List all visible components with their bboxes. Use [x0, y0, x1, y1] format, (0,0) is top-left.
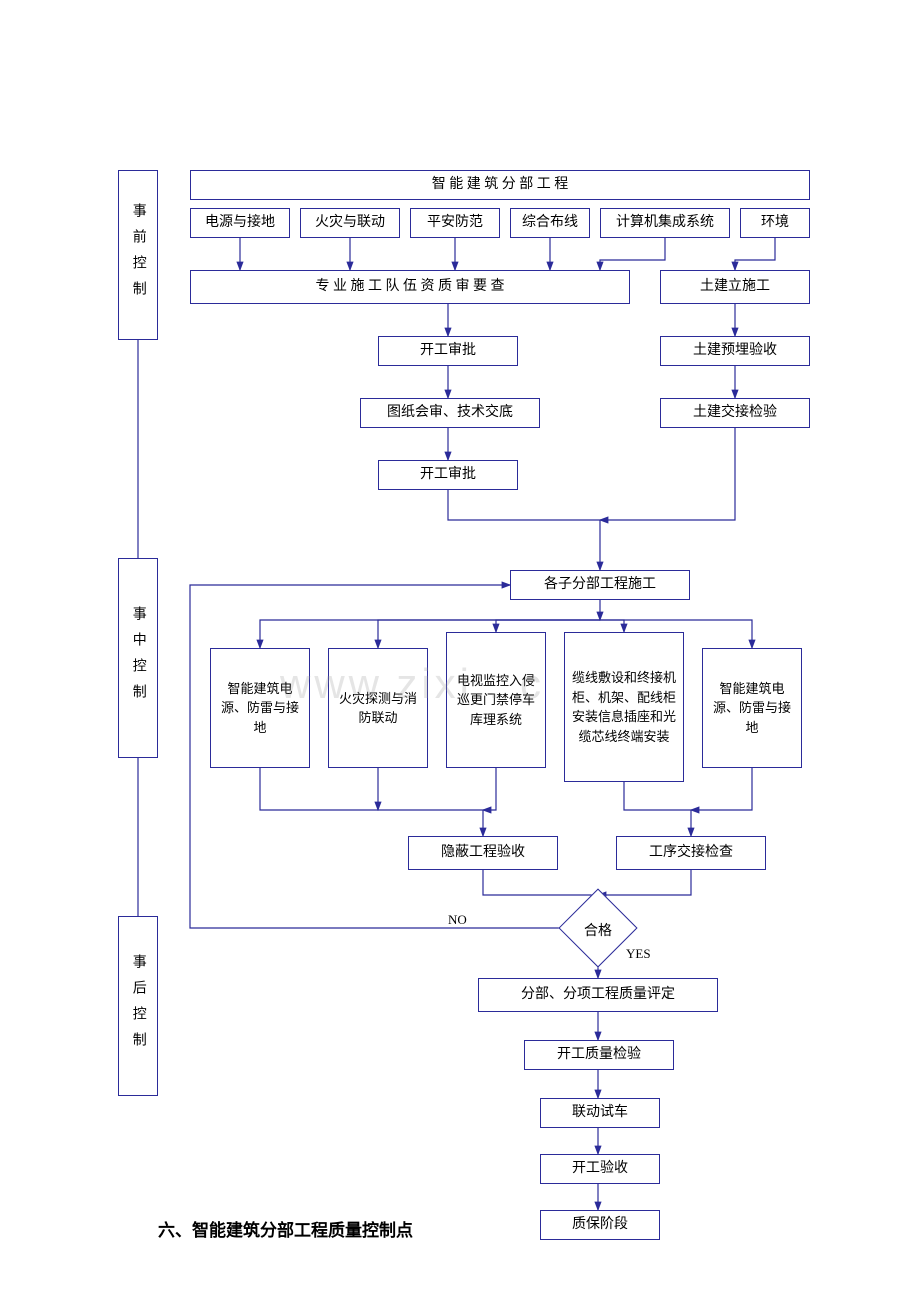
label-yes: YES: [626, 946, 651, 962]
node-r1_4: 综合布线: [510, 208, 590, 238]
phase-pre: 事前控制: [118, 170, 158, 340]
node-d2: 火灾探测与消防联动: [328, 648, 428, 768]
node-d3: 电视监控入侵巡更门禁停车库理系统: [446, 632, 546, 768]
node-drawing: 图纸会审、技术交底: [360, 398, 540, 428]
node-civil3: 土建交接检验: [660, 398, 810, 428]
node-accept: 开工验收: [540, 1154, 660, 1184]
node-civil1: 土建立施工: [660, 270, 810, 304]
node-r1_3: 平安防范: [410, 208, 500, 238]
node-r1_2: 火灾与联动: [300, 208, 400, 238]
phase-mid: 事中控制: [118, 558, 158, 758]
node-civil2: 土建预埋验收: [660, 336, 810, 366]
phase-post: 事后控制: [118, 916, 158, 1096]
node-r1_5: 计算机集成系统: [600, 208, 730, 238]
label-no: NO: [448, 912, 467, 928]
node-d1: 智能建筑电源、防雷与接地: [210, 648, 310, 768]
phase-mid-label: 事中控制: [128, 606, 148, 710]
node-r1_6: 环境: [740, 208, 810, 238]
node-title: 智 能 建 筑 分 部 工 程: [190, 170, 810, 200]
node-d5: 智能建筑电源、防雷与接地: [702, 648, 802, 768]
phase-pre-label: 事前控制: [128, 203, 148, 307]
node-qe: 分部、分项工程质量评定: [478, 978, 718, 1012]
node-qual: 专 业 施 工 队 伍 资 质 审 要 查: [190, 270, 630, 304]
phase-post-label: 事后控制: [128, 954, 148, 1058]
node-joint: 联动试车: [540, 1098, 660, 1128]
node-r1_1: 电源与接地: [190, 208, 290, 238]
decision-label: 合格: [584, 920, 612, 940]
node-approve2: 开工审批: [378, 460, 518, 490]
node-d4: 缆线敷设和终接机柜、机架、配线柜安装信息插座和光缆芯线终端安装: [564, 632, 684, 782]
section-title: 六、智能建筑分部工程质量控制点: [158, 1216, 413, 1241]
node-procchk: 工序交接检查: [616, 836, 766, 870]
node-approve1: 开工审批: [378, 336, 518, 366]
node-hidden: 隐蔽工程验收: [408, 836, 558, 870]
node-subcon: 各子分部工程施工: [510, 570, 690, 600]
node-qc: 开工质量检验: [524, 1040, 674, 1070]
node-warranty: 质保阶段: [540, 1210, 660, 1240]
